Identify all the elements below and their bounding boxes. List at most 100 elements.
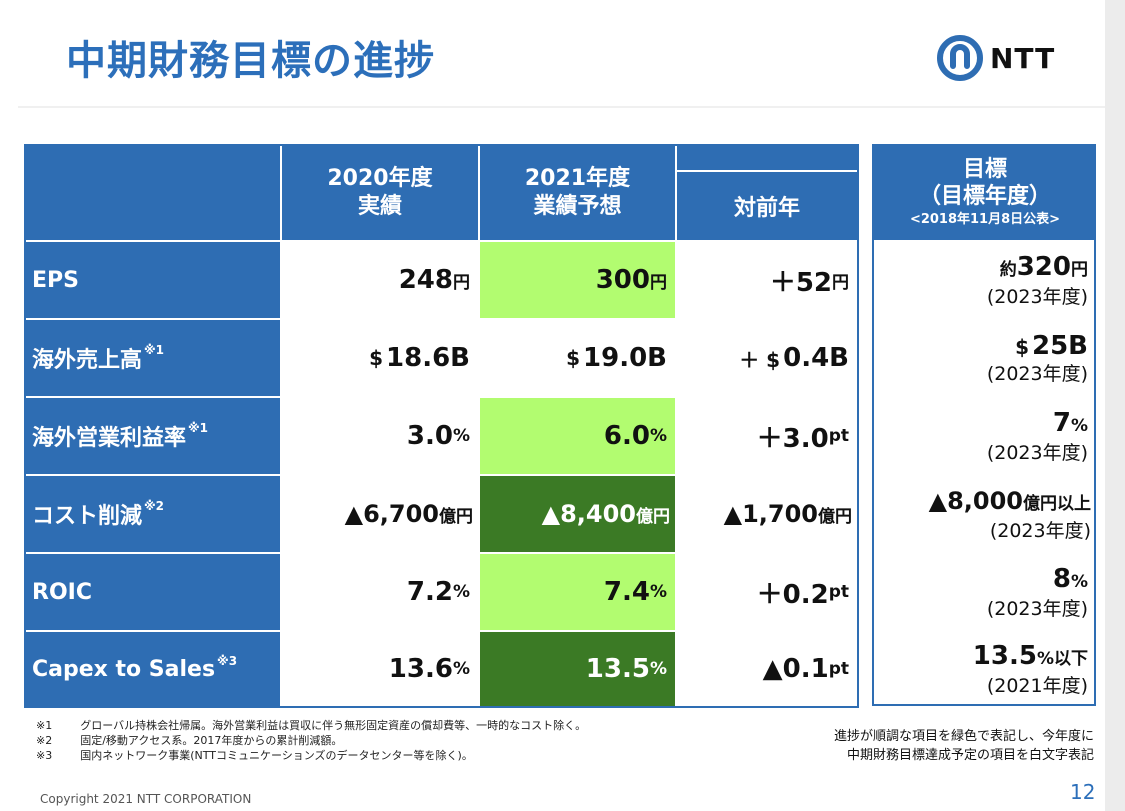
row-label-roic: ROIC <box>26 554 280 630</box>
header-fy2020-line2: 実績 <box>357 194 402 219</box>
value-number: 300 <box>595 265 650 295</box>
title-divider <box>18 106 1105 108</box>
value-number: ＋3.0 <box>756 423 829 454</box>
value-number: 7.4 <box>603 577 650 607</box>
capex-fy2021: 13.5% <box>480 632 675 706</box>
header-target: 目標 （目標年度） <2018年11月8日公表> <box>874 146 1096 240</box>
legend-note: 進捗が順調な項目を緑色で表記し、今年度に 中期財務目標達成予定の項目を白文字表記 <box>834 727 1094 765</box>
value-unit: 億円 <box>818 506 852 527</box>
copyright: Copyright 2021 NTT CORPORATION <box>40 792 252 806</box>
cost-reduction-target: ▲8,000億円以上 (2023年度) <box>874 476 1096 552</box>
value-unit: % <box>1070 571 1088 592</box>
eps-fy2020: 248 円 <box>282 242 478 318</box>
row-label-text: 海外売上高 <box>32 348 143 373</box>
value-unit: 円 <box>650 272 667 293</box>
overseas-sales-yoy: ＋ $0.4B <box>677 320 857 396</box>
value-prefix: $ <box>369 346 384 370</box>
legend-note-line2: 中期財務目標達成予定の項目を白文字表記 <box>846 748 1094 763</box>
value-unit: % <box>649 659 667 679</box>
row-label-cost-reduction: コスト削減 ※2 <box>26 476 280 552</box>
value-unit: 円 <box>1071 259 1088 280</box>
header-fy2021: 2021年度 業績予想 <box>480 146 675 240</box>
page-title: 中期財務目標の進捗 <box>66 38 435 84</box>
overseas-sales-target: $25B (2023年度) <box>874 320 1096 396</box>
header-fy2021-line1: 2021年度 <box>524 166 631 191</box>
page-number: 12 <box>1070 780 1096 804</box>
footnote-3: ※3 国内ネットワーク事業(NTTコミュニケーションズのデータセンター等を除く)。 <box>36 747 473 763</box>
value-unit: % <box>649 426 667 446</box>
header-target-line1: 目標 <box>962 157 1007 182</box>
row-label-text: 海外営業利益率 <box>32 426 187 451</box>
header-target-line3: <2018年11月8日公表> <box>909 212 1061 227</box>
value-unit: % <box>452 659 470 679</box>
value-number: ＋52 <box>769 267 832 298</box>
footnote-ref: ※1 <box>144 343 165 357</box>
viewer-edge <box>1105 0 1125 811</box>
footnote-mark: ※2 <box>36 734 53 747</box>
value-number: 19.0B <box>583 343 667 373</box>
footnote-text: グローバル持株会社帰属。海外営業利益は買収に伴う無形固定資産の償却費等、一時的な… <box>80 719 587 732</box>
row-label-text: EPS <box>32 267 79 293</box>
value-unit: % <box>452 426 470 446</box>
value-prefix: $ <box>566 346 581 370</box>
value-unit: pt <box>828 659 849 679</box>
cost-reduction-fy2020: ▲6,700 億円 <box>282 476 478 552</box>
eps-yoy: ＋52 円 <box>677 242 857 318</box>
value-unit: 億円 <box>439 506 473 527</box>
capex-fy2020: 13.6% <box>282 632 478 706</box>
value-prefix: 約 <box>999 259 1017 280</box>
value-number: ▲8,000 <box>928 486 1023 515</box>
overseas-margin-yoy: ＋3.0 pt <box>677 398 857 474</box>
value-number: ＋0.2 <box>756 579 829 610</box>
value-unit: 億円以上 <box>1023 493 1091 514</box>
value-number: 248 <box>398 265 453 295</box>
roic-fy2021: 7.4% <box>480 554 675 630</box>
footnote-ref: ※1 <box>188 421 209 435</box>
value-unit: pt <box>828 426 849 446</box>
cost-reduction-yoy: ▲1,700 億円 <box>677 476 857 552</box>
footnote-text: 固定/移動アクセス系。2017年度からの累計削減額。 <box>80 734 343 747</box>
value-unit: 億円 <box>636 506 670 527</box>
overseas-margin-target: 7% (2023年度) <box>874 398 1096 474</box>
value-number: 13.6 <box>388 654 453 684</box>
footnote-text: 国内ネットワーク事業(NTTコミュニケーションズのデータセンター等を除く)。 <box>80 749 473 762</box>
header-yoy-label: 対前年 <box>733 196 800 221</box>
value-number: 13.5 <box>972 640 1037 671</box>
overseas-margin-fy2021: 6.0% <box>480 398 675 474</box>
footnote-ref: ※3 <box>217 654 238 668</box>
target-year: (2023年度) <box>986 441 1088 464</box>
legend-note-line1: 進捗が順調な項目を緑色で表記し、今年度に <box>833 729 1094 744</box>
value-unit: 円 <box>453 272 470 293</box>
header-yoy: 対前年 <box>677 172 857 240</box>
target-year: (2023年度) <box>986 285 1088 308</box>
value-unit: % <box>1070 415 1088 436</box>
row-label-overseas-sales: 海外売上高 ※1 <box>26 320 280 396</box>
target-year: (2023年度) <box>989 519 1091 542</box>
footnote-mark: ※3 <box>36 749 53 762</box>
footnote-2: ※2 固定/移動アクセス系。2017年度からの累計削減額。 <box>36 732 342 748</box>
target-value: ▲8,000億円以上 <box>929 486 1091 519</box>
target-value: 8% <box>1053 564 1088 597</box>
value-prefix: ＋ $ <box>739 347 781 372</box>
target-year: (2023年度) <box>986 597 1088 620</box>
header-yoy-top <box>677 146 857 170</box>
target-value: 13.5%以下 <box>973 641 1088 674</box>
overseas-sales-fy2021: $19.0B <box>480 320 675 396</box>
target-value: 約320円 <box>1000 252 1088 285</box>
header-fy2021-line2: 業績予想 <box>533 194 622 219</box>
value-number: 3.0 <box>406 421 453 451</box>
overseas-sales-fy2020: $18.6B <box>282 320 478 396</box>
row-label-capex-to-sales: Capex to Sales ※3 <box>26 632 280 706</box>
footnote-mark: ※1 <box>36 719 53 732</box>
value-number: 7 <box>1052 407 1071 438</box>
logo-text: NTT <box>990 41 1056 75</box>
footnote-ref: ※2 <box>144 499 165 513</box>
value-unit: pt <box>828 582 849 602</box>
target-year: (2021年度) <box>986 674 1088 697</box>
roic-fy2020: 7.2% <box>282 554 478 630</box>
row-label-eps: EPS <box>26 242 280 318</box>
row-label-text: コスト削減 <box>32 504 143 529</box>
roic-target: 8% (2023年度) <box>874 554 1096 630</box>
header-target-line2: （目標年度） <box>918 184 1051 209</box>
value-number: ▲0.1 <box>762 654 829 684</box>
